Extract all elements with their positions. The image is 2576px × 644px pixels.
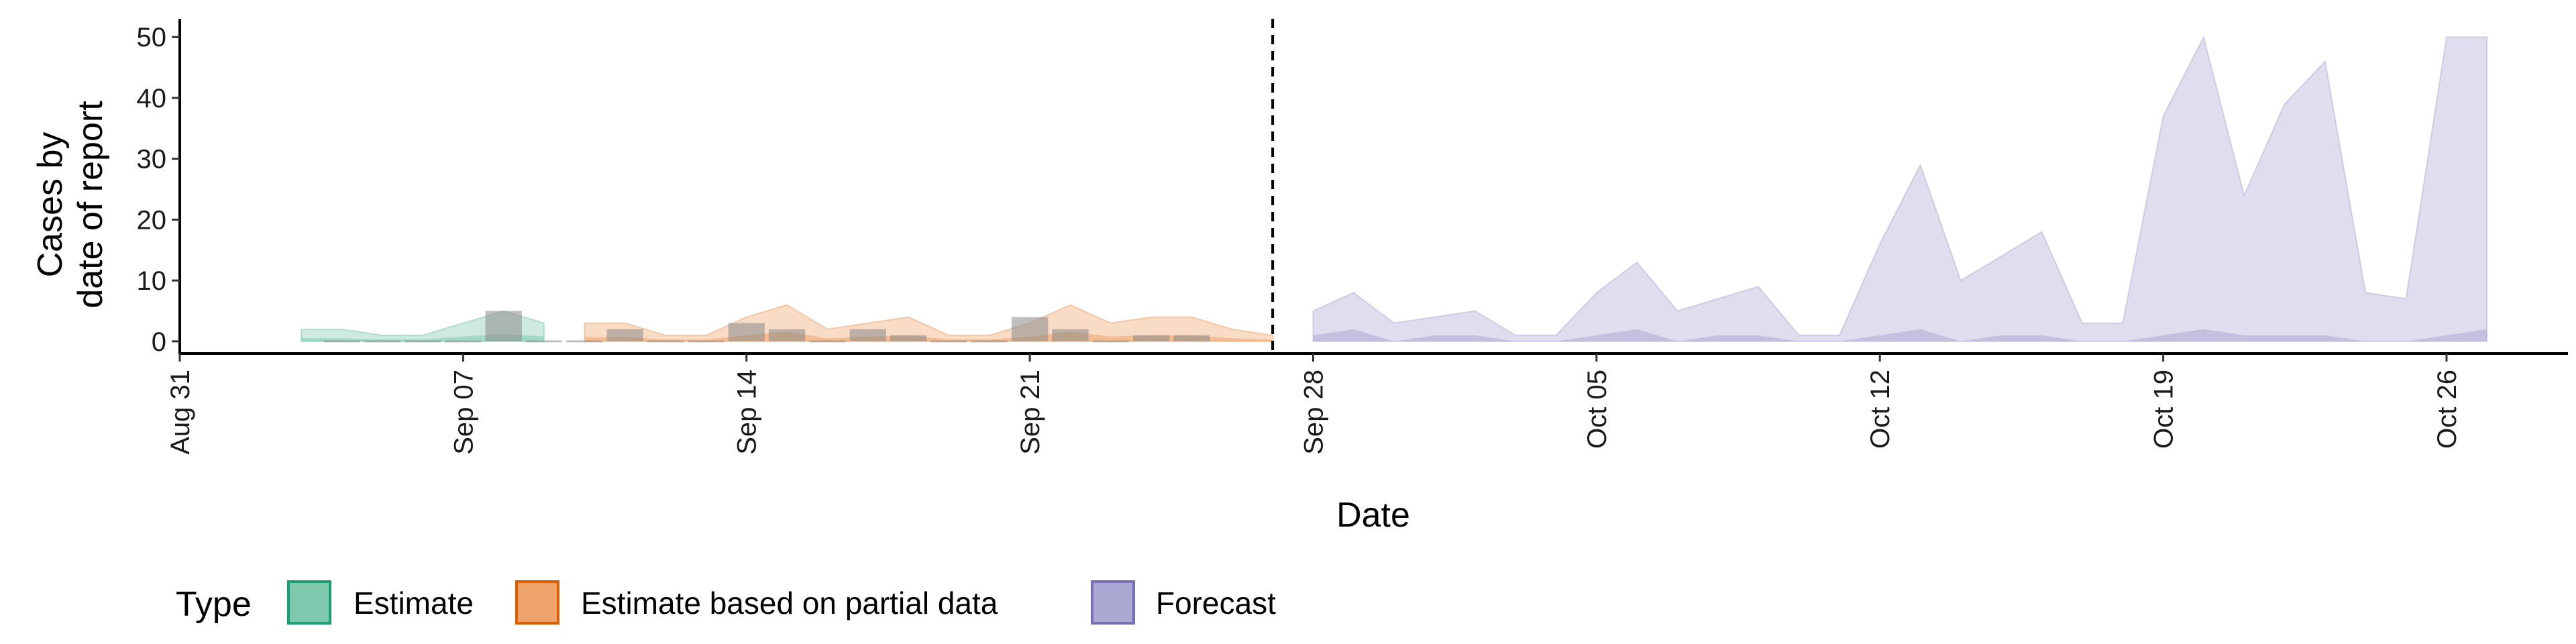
legend-label-forecast: Forecast [1156, 586, 1276, 621]
x-tick-label: Aug 31 [166, 370, 195, 455]
y-tick-label: 30 [137, 145, 167, 174]
y-tick-label: 0 [152, 327, 166, 357]
band-90-forecast [1312, 35, 2488, 342]
reported-case-bar [1173, 335, 1210, 341]
legend-swatch-estimate [287, 580, 331, 625]
tick-labels: 0 10 20 30 40 50 Aug 31 Sep 07 Sep 14 Sep 21 Sep 2… [137, 23, 2463, 455]
x-tick-label: Oct 26 [2432, 370, 2462, 449]
legend-swatch-forecast [1091, 580, 1135, 625]
band-50-forecast [1313, 329, 2487, 341]
y-tick-label: 40 [137, 84, 167, 113]
x-tick-label: Sep 28 [1299, 370, 1329, 455]
axes [172, 19, 2568, 362]
reported-case-bar [1052, 329, 1089, 341]
reported-case-bar [728, 323, 765, 341]
y-axis-title-line-2: date of report [71, 101, 110, 309]
reported-case-bar [890, 335, 927, 341]
legend-label-estimate: Estimate [354, 586, 474, 621]
x-tick-label: Oct 12 [1866, 370, 1895, 449]
x-tick-label: Sep 07 [449, 370, 478, 455]
reported-case-bar [485, 311, 522, 341]
y-tick-label: 20 [137, 205, 167, 235]
legend-swatch-estimate-partial [515, 580, 559, 625]
band-50-estimate [301, 334, 545, 341]
x-axis-title: Date [1336, 496, 1410, 535]
legend-title: Type [176, 585, 252, 624]
reported-case-bar [606, 329, 643, 341]
reported-case-bar [849, 329, 886, 341]
x-tick-label: Sep 21 [1016, 370, 1045, 455]
x-tick-label: Oct 05 [1582, 370, 1612, 449]
uncertainty-bands [301, 35, 2488, 342]
reported-case-bar [1012, 317, 1049, 341]
legend: Type Estimate Estimate based on partial … [176, 580, 1276, 625]
legend-label-estimate-partial: Estimate based on partial data [581, 586, 998, 621]
reported-case-bar [768, 329, 806, 341]
y-axis-title-line-1: Cases by [31, 132, 70, 278]
y-tick-label: 50 [137, 23, 167, 52]
reported-case-bars [323, 311, 1210, 343]
x-tick-label: Oct 19 [2149, 370, 2179, 449]
y-axis-title: Cases by date of report [31, 101, 110, 309]
y-tick-label: 10 [137, 266, 167, 296]
reported-case-bar [1133, 335, 1170, 341]
x-tick-label: Sep 14 [733, 370, 762, 455]
